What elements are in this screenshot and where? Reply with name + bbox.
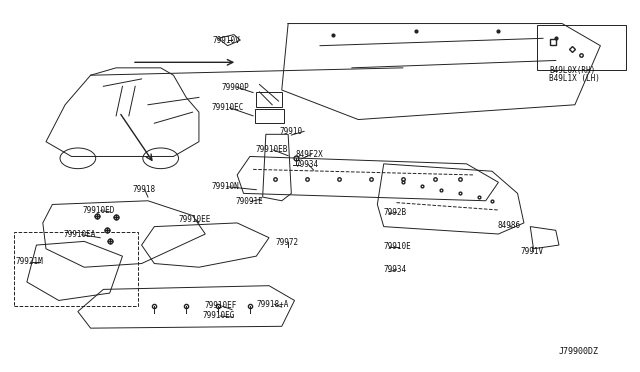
Text: 79910: 79910	[280, 127, 303, 136]
Text: 79900P: 79900P	[221, 83, 249, 92]
Text: 79918: 79918	[132, 185, 155, 194]
Text: 79918+A: 79918+A	[256, 300, 289, 309]
Text: 79921M: 79921M	[15, 257, 43, 266]
Text: B49L0X(RH): B49L0X(RH)	[549, 66, 596, 75]
Text: 79910N: 79910N	[212, 182, 239, 191]
Text: 79910EE: 79910EE	[179, 215, 211, 224]
Text: 79910EB: 79910EB	[255, 145, 287, 154]
Text: 79934: 79934	[384, 265, 407, 274]
Text: 79934: 79934	[296, 160, 319, 169]
Text: B49L1X (LH): B49L1X (LH)	[549, 74, 600, 83]
Text: 79091E: 79091E	[236, 197, 264, 206]
Bar	[255, 109, 284, 123]
Text: J79900DZ: J79900DZ	[559, 347, 599, 356]
Text: 79910EG: 79910EG	[202, 311, 234, 320]
Text: 79910EC: 79910EC	[212, 103, 244, 112]
Text: 79910ED: 79910ED	[83, 206, 115, 215]
Text: 7991V: 7991V	[521, 247, 544, 256]
Bar	[256, 92, 282, 107]
Text: 79972: 79972	[275, 238, 298, 247]
Text: 79910E: 79910E	[384, 243, 412, 251]
Text: 79910EF: 79910EF	[204, 301, 236, 311]
Text: 84986: 84986	[497, 221, 520, 230]
Bar	[14, 232, 138, 306]
Text: 79910EA: 79910EA	[64, 230, 96, 239]
Text: 7992B: 7992B	[384, 208, 407, 217]
Text: 79910V: 79910V	[213, 36, 241, 45]
Text: 849F2X: 849F2X	[296, 150, 324, 159]
